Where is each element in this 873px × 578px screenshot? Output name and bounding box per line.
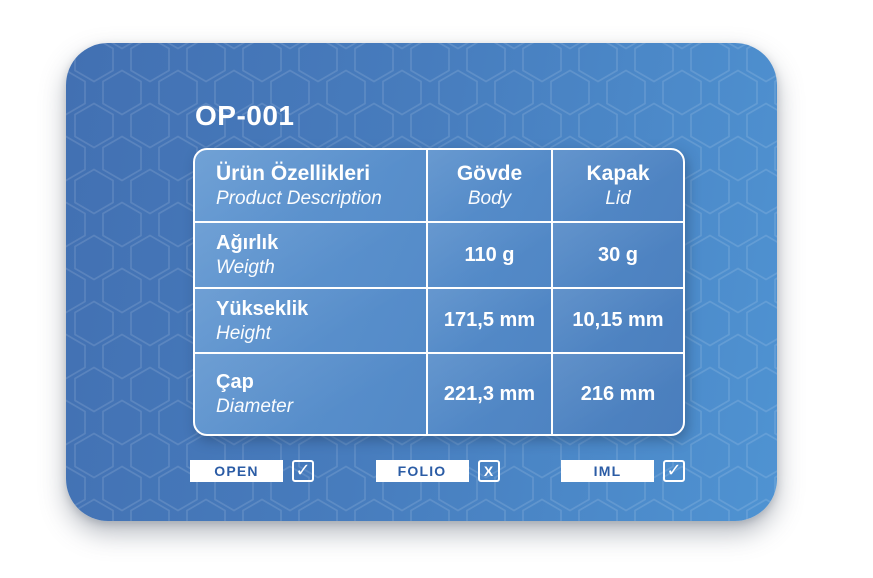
option-iml-label-text: IML: [593, 463, 622, 479]
product-spec-card: OP-001 Ürün Özellikleri Product Descript…: [66, 43, 777, 521]
option-iml-checkbox[interactable]: ✓: [663, 460, 685, 482]
row-height-body-value: 171,5 mm: [428, 289, 553, 354]
weight-lid-value: 30 g: [597, 243, 639, 266]
card-content: OP-001 Ürün Özellikleri Product Descript…: [66, 43, 777, 521]
header-feature-tr: Ürün Özellikleri: [216, 161, 371, 185]
row-diameter-lid-value: 216 mm: [553, 354, 683, 434]
checkmark-icon: ✓: [666, 459, 682, 480]
checkmark-icon: ✓: [295, 459, 311, 480]
row-height-label: Yükseklik Height: [195, 289, 428, 354]
row-diameter-en: Diameter: [216, 396, 294, 418]
row-weight-en: Weigth: [216, 257, 275, 279]
row-weight-body-value: 110 g: [428, 223, 553, 289]
row-diameter-body-value: 221,3 mm: [428, 354, 553, 434]
option-open-label-text: OPEN: [214, 463, 259, 479]
row-weight-label: Ağırlık Weigth: [195, 223, 428, 289]
option-iml: IML ✓: [561, 460, 685, 482]
header-feature-en: Product Description: [216, 188, 382, 210]
option-open-label: OPEN: [190, 460, 283, 482]
row-diameter-label: Çap Diameter: [195, 354, 428, 434]
diameter-lid-value: 216 mm: [580, 382, 656, 405]
header-body-en: Body: [467, 188, 512, 210]
row-height-tr: Yükseklik: [216, 297, 309, 320]
option-open-checkbox[interactable]: ✓: [292, 460, 314, 482]
option-folio-checkbox[interactable]: X: [477, 460, 500, 482]
table-header-feature: Ürün Özellikleri Product Description: [195, 150, 428, 223]
options-row: OPEN ✓ FOLIO X IML: [190, 459, 685, 483]
weight-body-value: 110 g: [464, 243, 515, 266]
product-code-title: OP-001: [195, 100, 295, 131]
header-lid-en: Lid: [605, 188, 631, 210]
option-iml-label: IML: [561, 460, 654, 482]
option-folio: FOLIO X: [375, 460, 500, 482]
row-height-en: Height: [216, 322, 271, 344]
x-mark-icon: X: [483, 463, 494, 479]
height-body-value: 171,5 mm: [443, 309, 536, 331]
option-folio-label-text: FOLIO: [397, 463, 447, 479]
header-body-tr: Gövde: [456, 161, 523, 185]
diameter-body-value: 221,3 mm: [443, 382, 536, 405]
option-open: OPEN ✓: [190, 460, 314, 482]
row-height-lid-value: 10,15 mm: [553, 289, 683, 354]
table-header-lid: Kapak Lid: [553, 150, 683, 223]
row-weight-lid-value: 30 g: [553, 223, 683, 289]
row-weight-tr: Ağırlık: [216, 232, 279, 255]
table-header-body: Gövde Body: [428, 150, 553, 223]
height-lid-value: 10,15 mm: [572, 309, 664, 331]
option-folio-label: FOLIO: [375, 460, 469, 482]
header-lid-tr: Kapak: [586, 161, 650, 185]
spec-table: Ürün Özellikleri Product Description Göv…: [193, 148, 685, 436]
row-diameter-tr: Çap: [216, 371, 254, 394]
